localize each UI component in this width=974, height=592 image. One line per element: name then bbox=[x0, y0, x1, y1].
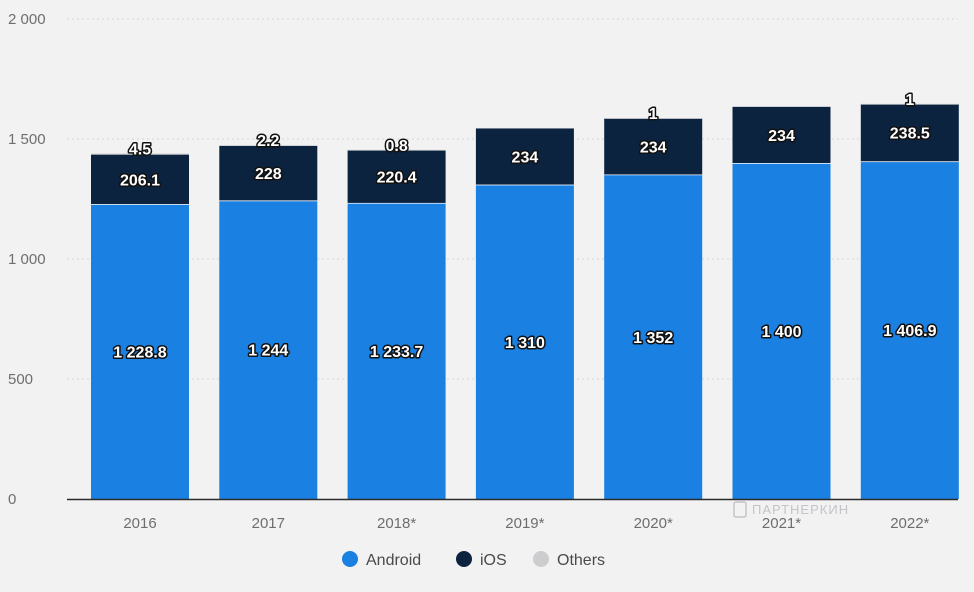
data-label-android: 1 244 bbox=[248, 343, 288, 360]
data-label-others: 2.2 bbox=[257, 133, 279, 150]
data-label-ios: 234 bbox=[640, 139, 667, 156]
bar-ios bbox=[604, 118, 703, 175]
y-tick-label: 500 bbox=[8, 371, 33, 388]
data-label-android: 1 352 bbox=[633, 330, 673, 347]
data-label-ios: 234 bbox=[512, 150, 539, 167]
data-labels: 1 228.8 206.1 4.5 1 244 228 2.2 1 233.7 220.4 0.… bbox=[112, 90, 938, 363]
bar-others bbox=[91, 153, 189, 155]
data-label-android: 1 310 bbox=[505, 335, 545, 352]
bar-others bbox=[604, 118, 703, 119]
y-axis-ticks: 0 500 1 000 1 500 2 000 bbox=[8, 11, 46, 508]
x-tick-label: 2019* bbox=[505, 515, 544, 532]
data-label-ios: 234 bbox=[768, 128, 795, 145]
x-tick-label: 2022* bbox=[890, 515, 929, 532]
data-label-ios: 206.1 bbox=[120, 172, 160, 189]
y-tick-label: 0 bbox=[8, 491, 16, 508]
bar-ios bbox=[91, 154, 189, 205]
legend: Android iOS Others bbox=[342, 551, 605, 569]
watermark-icon bbox=[733, 501, 747, 518]
data-label-android: 1 228.8 bbox=[113, 345, 166, 362]
bar-others bbox=[347, 149, 446, 151]
data-label-ios: 220.4 bbox=[377, 169, 417, 186]
bar-others bbox=[860, 103, 959, 105]
bar-ios bbox=[347, 150, 446, 203]
data-label-others: 1 bbox=[649, 106, 658, 123]
x-tick-label: 2018* bbox=[377, 515, 416, 532]
data-label-android: 1 406.9 bbox=[883, 323, 936, 340]
bars bbox=[91, 103, 959, 500]
bar-android bbox=[732, 163, 831, 499]
legend-label-ios: iOS bbox=[480, 552, 507, 569]
bar-ios bbox=[732, 106, 831, 163]
legend-marker-others bbox=[533, 551, 549, 567]
data-label-ios: 228 bbox=[255, 166, 282, 183]
x-axis-ticks: 2016 2017 2018* 2019* 2020* 2021* 2022* bbox=[123, 515, 929, 532]
x-tick-label: 2020* bbox=[634, 515, 673, 532]
bar-others bbox=[219, 145, 318, 146]
data-label-ios: 238.5 bbox=[890, 126, 930, 143]
data-label-android: 1 233.7 bbox=[370, 344, 423, 361]
data-label-others: 1 bbox=[905, 92, 914, 109]
bar-android bbox=[860, 161, 959, 499]
watermark-text: ПАРТНЕРКИН bbox=[752, 502, 849, 517]
data-label-android: 1 400 bbox=[761, 324, 801, 341]
bar-android bbox=[347, 202, 446, 500]
bar-android bbox=[91, 204, 189, 499]
bar-ios bbox=[475, 128, 574, 185]
x-tick-label: 2017 bbox=[252, 515, 285, 532]
legend-label-android: Android bbox=[366, 552, 421, 569]
data-label-others: 0.8 bbox=[385, 138, 407, 155]
watermark: ПАРТНЕРКИН bbox=[733, 501, 849, 518]
y-tick-label: 1 000 bbox=[8, 251, 46, 268]
legend-label-others: Others bbox=[557, 552, 605, 569]
x-tick-label: 2021* bbox=[762, 515, 801, 532]
bar-ios bbox=[219, 145, 318, 201]
bar-android bbox=[219, 200, 318, 499]
legend-marker-android bbox=[342, 551, 358, 567]
legend-marker-ios bbox=[456, 551, 472, 567]
y-tick-label: 1 500 bbox=[8, 131, 46, 148]
bar-android bbox=[475, 184, 574, 499]
bar-ios bbox=[860, 104, 959, 162]
y-tick-label: 2 000 bbox=[8, 11, 46, 28]
bar-android bbox=[604, 174, 703, 499]
data-label-others: 4.5 bbox=[129, 142, 151, 159]
x-tick-label: 2016 bbox=[123, 515, 156, 532]
